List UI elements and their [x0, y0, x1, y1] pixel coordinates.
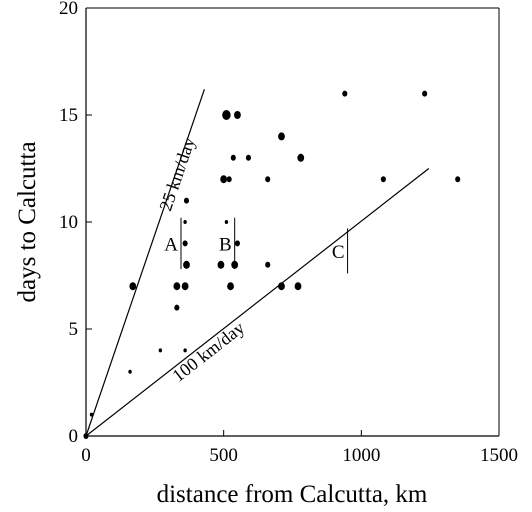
- data-point: [294, 282, 302, 291]
- y-tick-label: 20: [59, 0, 78, 19]
- data-point: [265, 261, 271, 268]
- data-point: [222, 110, 231, 120]
- data-point: [181, 282, 189, 291]
- data-point: [227, 282, 234, 291]
- group-label: C: [332, 242, 345, 263]
- y-ticks: 0 5 10 15 20: [59, 0, 92, 447]
- data-point: [297, 153, 305, 162]
- data-point: [183, 220, 187, 224]
- data-point: [278, 282, 285, 291]
- data-point: [89, 412, 94, 417]
- y-tick-label: 15: [59, 105, 78, 126]
- data-point: [129, 282, 137, 291]
- data-point: [245, 154, 251, 161]
- plot-frame: [85, 7, 500, 437]
- x-tick-label: 0: [81, 445, 91, 466]
- data-point: [234, 111, 241, 119]
- reference-line-label: 25 km/day: [155, 135, 199, 214]
- x-tick-label: 1500: [480, 445, 518, 466]
- group-label: B: [219, 234, 232, 255]
- data-point: [183, 348, 187, 353]
- x-tick-label: 1000: [342, 445, 380, 466]
- y-axis-title: days to Calcutta: [14, 141, 41, 302]
- reference-lines: 25 km/day 100 km/day: [85, 89, 430, 437]
- data-point: [183, 260, 190, 269]
- y-tick-label: 0: [69, 426, 79, 447]
- group-markers: A B C: [164, 217, 349, 274]
- data-point: [422, 90, 428, 97]
- data-point: [278, 132, 285, 141]
- data-point: [173, 282, 181, 291]
- data-point: [158, 348, 163, 353]
- data-point: [342, 90, 348, 97]
- x-tick-label: 500: [209, 445, 238, 466]
- data-point: [231, 260, 239, 269]
- y-tick-label: 10: [59, 212, 78, 233]
- y-tick-label: 5: [69, 319, 79, 340]
- data-point: [380, 176, 386, 183]
- data-points: [83, 90, 461, 439]
- data-point: [83, 433, 89, 439]
- data-point: [183, 197, 190, 204]
- reference-line-label: 100 km/day: [168, 317, 248, 385]
- data-point: [265, 176, 271, 183]
- data-point: [230, 154, 236, 161]
- data-point: [128, 369, 132, 374]
- data-point: [182, 240, 188, 247]
- data-point: [455, 176, 461, 183]
- group-label: A: [164, 234, 178, 255]
- data-point: [226, 176, 232, 183]
- x-ticks: 0 500 1000 1500: [81, 430, 518, 466]
- x-axis-title: distance from Calcutta, km: [157, 481, 428, 508]
- reference-line: [85, 168, 430, 437]
- data-point: [217, 260, 225, 269]
- reference-line: [85, 89, 205, 437]
- data-point: [174, 304, 180, 311]
- data-point: [224, 220, 229, 224]
- data-point: [220, 175, 228, 184]
- data-point: [234, 240, 240, 247]
